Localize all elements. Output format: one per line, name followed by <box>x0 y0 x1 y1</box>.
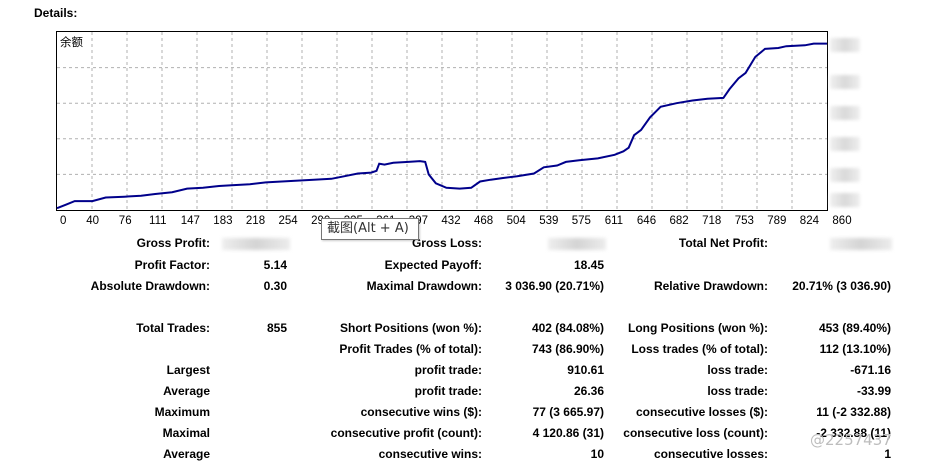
profit-trades-label: Profit Trades (% of total): <box>339 342 482 356</box>
x-tick-label: 183 <box>213 215 232 227</box>
x-tick-label: 468 <box>474 215 493 227</box>
maximal-drawdown-label: Maximal Drawdown: <box>366 279 482 293</box>
x-tick-label: 682 <box>670 215 689 227</box>
absolute-drawdown-value: 0.30 <box>263 279 287 293</box>
maximal-consec-profit-value: 4 120.86 (31) <box>532 426 604 440</box>
max-consec-wins-value: 77 (3 665.97) <box>532 405 604 419</box>
chart-series-label: 余额 <box>60 35 83 49</box>
y-axis-label-blurred <box>830 137 860 151</box>
loss-trades-label: Loss trades (% of total): <box>631 342 768 356</box>
largest-loss-label: loss trade: <box>707 363 768 377</box>
max-consec-losses-label: consecutive losses ($): <box>635 405 768 419</box>
long-positions-value: 453 (89.40%) <box>818 321 891 335</box>
x-tick-label: 575 <box>572 215 591 227</box>
x-tick-label: 611 <box>605 215 623 227</box>
maximal-consec-loss-label: consecutive loss (count): <box>623 426 768 440</box>
balance-series-line <box>56 42 827 210</box>
largest-label: Largest <box>166 363 210 377</box>
maximal-label: Maximal <box>162 426 210 440</box>
x-tick-label: 539 <box>539 215 558 227</box>
x-tick-label: 0 <box>60 215 66 227</box>
absolute-drawdown-label: Absolute Drawdown: <box>90 279 210 293</box>
y-axis-label-blurred <box>830 75 860 89</box>
total-trades-value: 855 <box>266 321 287 335</box>
gross-loss-label: Gross Loss: <box>411 236 482 250</box>
average-profit-value: 26.36 <box>573 384 604 398</box>
y-axis-label-blurred <box>830 38 860 52</box>
profit-factor-value: 5.14 <box>263 258 287 272</box>
average-label: Average <box>163 384 210 398</box>
total-net-profit-label: Total Net Profit: <box>678 236 768 250</box>
max-consec-wins-label: consecutive wins ($): <box>360 405 482 419</box>
avg-consec-wins-label: consecutive wins: <box>378 447 482 461</box>
expected-payoff-value: 18.45 <box>573 258 604 272</box>
x-tick-label: 76 <box>119 215 132 227</box>
balance-chart: 余额 0407611114718321825429032536139743246… <box>56 31 852 227</box>
screenshot-tooltip: 截图(Alt + A) <box>321 218 419 240</box>
avg-consec-losses-value: 1 <box>884 447 891 461</box>
long-positions-label: Long Positions (won %): <box>628 321 768 335</box>
average-loss-label: loss trade: <box>707 384 768 398</box>
profit-factor-label: Profit Factor: <box>134 258 210 272</box>
gross-loss-value-blurred <box>548 238 606 250</box>
maximal-consec-profit-label: consecutive profit (count): <box>330 426 482 440</box>
max-consec-losses-value: 11 (-2 332.88) <box>816 405 891 419</box>
loss-trades-value: 112 (13.10%) <box>819 342 891 356</box>
short-positions-value: 402 (84.08%) <box>531 321 604 335</box>
x-tick-label: 218 <box>246 215 265 227</box>
chart-plot-area <box>56 31 828 211</box>
average-consec-label: Average <box>163 447 210 461</box>
watermark: @2257437 <box>810 431 892 449</box>
x-tick-label: 147 <box>181 215 200 227</box>
short-positions-label: Short Positions (won %): <box>340 321 482 335</box>
maximal-drawdown-value: 3 036.90 (20.71%) <box>505 279 604 293</box>
largest-loss-value: -671.16 <box>850 363 891 377</box>
x-tick-label: 860 <box>832 215 851 227</box>
y-axis-label-blurred <box>830 106 860 120</box>
x-tick-label: 504 <box>507 215 527 227</box>
avg-consec-losses-label: consecutive losses: <box>653 447 768 461</box>
x-tick-label: 789 <box>767 215 786 227</box>
largest-profit-label: profit trade: <box>414 363 482 377</box>
x-axis-ticks: 0407611114718321825429032536139743246850… <box>60 215 852 227</box>
gross-profit-value-blurred <box>222 238 290 250</box>
x-tick-label: 40 <box>86 215 99 227</box>
x-tick-label: 111 <box>149 215 166 227</box>
details-title: Details: <box>34 6 78 20</box>
x-tick-label: 432 <box>441 215 460 227</box>
maximum-label: Maximum <box>154 405 210 419</box>
x-tick-label: 824 <box>800 215 820 227</box>
x-tick-label: 753 <box>735 215 754 227</box>
x-tick-label: 646 <box>637 215 656 227</box>
y-axis-label-blurred <box>830 168 860 182</box>
relative-drawdown-label: Relative Drawdown: <box>653 279 768 293</box>
avg-consec-wins-value: 10 <box>590 447 604 461</box>
x-tick-label: 254 <box>279 215 299 227</box>
y-axis-label-blurred <box>830 193 860 207</box>
relative-drawdown-value: 20.71% (3 036.90) <box>792 279 891 293</box>
x-tick-label: 718 <box>702 215 721 227</box>
average-loss-value: -33.99 <box>856 384 891 398</box>
expected-payoff-label: Expected Payoff: <box>384 258 482 272</box>
total-net-profit-value-blurred <box>830 238 892 250</box>
chart-grid <box>57 32 827 210</box>
profit-trades-value: 743 (86.90%) <box>531 342 604 356</box>
largest-profit-value: 910.61 <box>567 363 604 377</box>
average-profit-label: profit trade: <box>414 384 482 398</box>
total-trades-label: Total Trades: <box>136 321 210 335</box>
maximal-consec-loss-value: -2 332.88 (11) <box>816 426 891 440</box>
gross-profit-label: Gross Profit: <box>136 236 210 250</box>
